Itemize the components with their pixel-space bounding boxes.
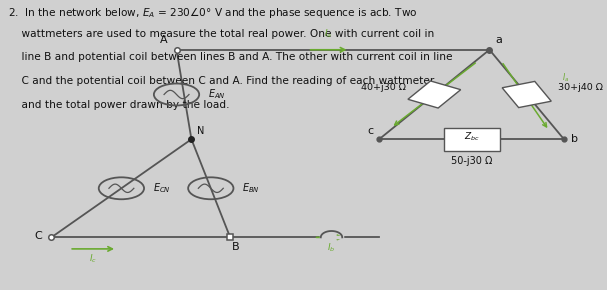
Text: C: C [35, 231, 42, 241]
Text: A: A [160, 35, 168, 46]
Text: $E_{BN}$: $E_{BN}$ [242, 181, 260, 195]
Text: $I_c$: $I_c$ [89, 253, 97, 265]
FancyBboxPatch shape [408, 81, 461, 108]
Text: a: a [495, 35, 502, 46]
Text: $E_{AN}$: $E_{AN}$ [208, 88, 226, 102]
FancyBboxPatch shape [444, 128, 500, 151]
Text: $Z_{bc}$: $Z_{bc}$ [464, 130, 480, 143]
Text: $I_a$: $I_a$ [325, 28, 333, 40]
Text: C and the potential coil between C and A. Find the reading of each wattmeter: C and the potential coil between C and A… [8, 76, 434, 86]
Text: B: B [232, 242, 240, 252]
Text: $I_b$: $I_b$ [327, 241, 336, 254]
Text: 2.  In the network below, $E_A$ = 230$\angle$0° V and the phase sequence is acb.: 2. In the network below, $E_A$ = 230$\an… [8, 5, 418, 20]
Text: 40+j30 Ω: 40+j30 Ω [361, 83, 406, 92]
Text: $I_a$: $I_a$ [563, 71, 569, 84]
Text: N: N [197, 126, 205, 136]
Text: $E_{CN}$: $E_{CN}$ [153, 181, 171, 195]
Text: 30+j40 Ω: 30+j40 Ω [558, 83, 603, 92]
Text: and the total power drawn by the load.: and the total power drawn by the load. [8, 100, 229, 110]
Text: 50-j30 Ω: 50-j30 Ω [451, 156, 492, 166]
Text: b: b [571, 134, 578, 144]
Text: line B and potential coil between lines B and A. The other with current coil in : line B and potential coil between lines … [8, 52, 452, 62]
Text: c: c [367, 126, 373, 136]
FancyBboxPatch shape [502, 81, 551, 108]
Text: wattmeters are used to measure the total real power. One with current coil in: wattmeters are used to measure the total… [8, 29, 434, 39]
